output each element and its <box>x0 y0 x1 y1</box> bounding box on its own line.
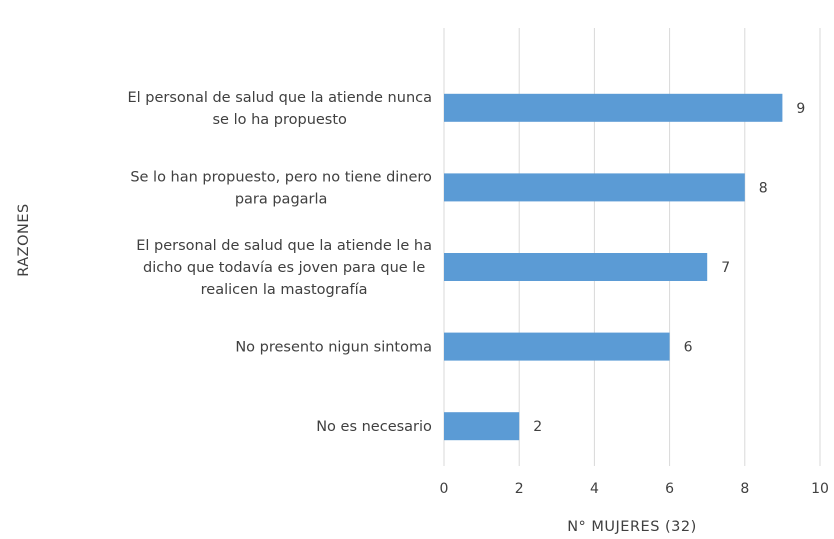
y-axis-title: RAZONES <box>16 203 32 276</box>
category-label-line: se lo ha propuesto <box>213 112 348 128</box>
category-labels: El personal de salud que la atiende nunc… <box>127 90 432 435</box>
data-label: 8 <box>759 180 768 196</box>
category-label: No presento nigun sintoma <box>235 340 432 356</box>
x-tick-label: 0 <box>440 481 449 497</box>
data-label: 2 <box>533 419 542 435</box>
category-label: El personal de salud que la atiende le h… <box>136 238 432 298</box>
data-label: 6 <box>684 340 693 356</box>
category-label-line: El personal de salud que la atiende nunc… <box>127 90 432 106</box>
x-tick-label: 2 <box>515 481 524 497</box>
x-tick-label: 10 <box>811 481 829 497</box>
x-axis-title: N° MUJERES (32) <box>567 519 697 535</box>
bar <box>444 332 670 361</box>
bar <box>444 412 520 441</box>
category-label: Se lo han propuesto, pero no tiene diner… <box>130 169 432 207</box>
category-label-line: No es necesario <box>316 419 432 435</box>
category-label: No es necesario <box>316 419 432 435</box>
bar <box>444 93 783 122</box>
category-label: El personal de salud que la atiende nunc… <box>127 90 432 128</box>
gridlines <box>443 28 821 466</box>
category-label-line: para pagarla <box>235 191 328 207</box>
data-label: 9 <box>796 101 805 117</box>
x-tick-label: 4 <box>590 481 599 497</box>
category-label-line: Se lo han propuesto, pero no tiene diner… <box>130 169 432 185</box>
bar <box>444 253 708 281</box>
data-label: 7 <box>721 260 730 276</box>
category-label-line: dicho que todavía es joven para que le <box>143 260 425 276</box>
x-tick-label: 8 <box>740 481 749 497</box>
category-label-line: realicen la mastografía <box>201 282 368 298</box>
x-tick-label: 6 <box>665 481 674 497</box>
data-labels: 9 8 7 6 2 <box>533 101 805 435</box>
category-label-line: No presento nigun sintoma <box>235 340 432 356</box>
bars <box>444 93 783 441</box>
x-tick-labels: 0 2 4 6 8 10 <box>440 481 829 497</box>
category-label-line: El personal de salud que la atiende le h… <box>136 238 432 254</box>
bar <box>444 173 745 202</box>
